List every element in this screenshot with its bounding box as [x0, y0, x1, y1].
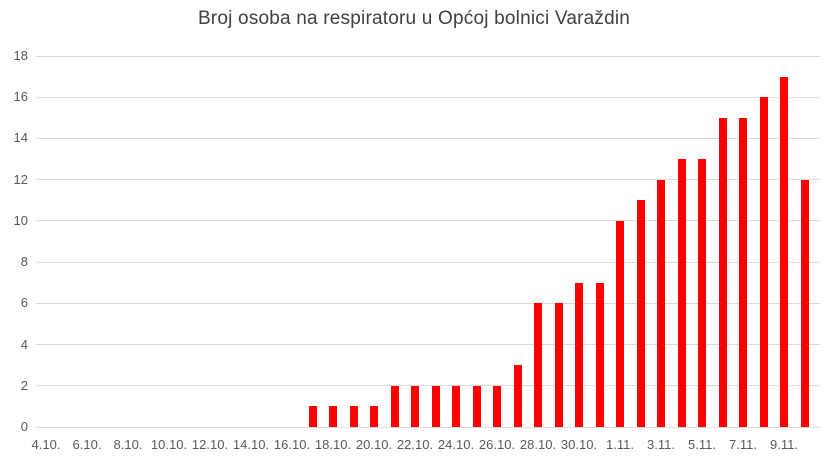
gridline-0 — [36, 426, 820, 428]
bar-19.10. — [349, 406, 358, 427]
x-tick-label-22.10.: 22.10. — [396, 437, 434, 452]
plot-area — [36, 55, 820, 428]
bar-20.10. — [370, 406, 378, 427]
x-tick-label-14.10.: 14.10. — [232, 437, 270, 452]
y-tick-label-10: 10 — [13, 212, 28, 228]
x-tick-label-16.10.: 16.10. — [273, 437, 311, 452]
gridline-8 — [36, 261, 820, 263]
x-tick-label-9.11.: 9.11. — [770, 437, 798, 452]
bar-27.10. — [513, 365, 522, 427]
bar-28.10. — [534, 303, 542, 427]
gridline-12 — [36, 179, 820, 181]
bar-10.11. — [800, 179, 809, 427]
x-tick-label-1.11.: 1.11. — [606, 437, 634, 452]
bar-24.10. — [452, 385, 460, 427]
gridline-10 — [36, 220, 820, 222]
y-tick-label-2: 2 — [20, 377, 28, 393]
bar-21.10. — [390, 385, 399, 427]
bar-8.11. — [759, 97, 768, 427]
x-tick-label-20.10.: 20.10. — [355, 437, 393, 452]
bar-5.11. — [698, 159, 706, 427]
x-tick-label-4.10.: 4.10. — [31, 437, 61, 452]
bar-23.10. — [431, 385, 440, 427]
bar-25.10. — [472, 385, 481, 427]
bar-31.10. — [595, 282, 604, 427]
y-tick-label-18: 18 — [13, 48, 28, 63]
bar-18.10. — [329, 406, 337, 427]
bar-3.11. — [657, 179, 665, 427]
x-tick-label-26.10.: 26.10. — [478, 437, 516, 452]
y-tick-label-6: 6 — [20, 295, 28, 311]
bar-9.11. — [780, 76, 788, 427]
bar-29.10. — [554, 303, 563, 427]
bar-4.11. — [677, 159, 686, 427]
gridline-2 — [36, 385, 820, 387]
bar-17.10. — [308, 406, 317, 427]
x-tick-label-5.11.: 5.11. — [688, 437, 716, 452]
x-tick-label-12.10.: 12.10. — [191, 437, 229, 452]
y-tick-label-0: 0 — [20, 419, 28, 434]
x-tick-label-8.10.: 8.10. — [113, 437, 143, 452]
bar-2.11. — [636, 200, 645, 427]
gridline-14 — [36, 137, 820, 139]
bar-1.11. — [616, 220, 624, 427]
x-tick-label-28.10.: 28.10. — [519, 437, 557, 452]
x-tick-label-30.10.: 30.10. — [560, 437, 598, 452]
bar-26.10. — [493, 385, 501, 427]
x-tick-label-10.10.: 10.10. — [150, 437, 188, 452]
y-tick-label-14: 14 — [13, 130, 28, 146]
bar-6.11. — [718, 117, 727, 427]
gridline-16 — [36, 96, 820, 98]
bar-22.10. — [411, 385, 419, 427]
y-tick-label-16: 16 — [13, 89, 28, 105]
gridline-18 — [36, 55, 820, 57]
gridline-6 — [36, 302, 820, 304]
y-tick-label-8: 8 — [20, 254, 28, 270]
chart-title: Broj osoba na respiratoru u Općoj bolnic… — [197, 8, 631, 29]
gridline-4 — [36, 344, 820, 346]
x-tick-label-24.10.: 24.10. — [437, 437, 475, 452]
bar-7.11. — [739, 117, 747, 427]
x-tick-label-6.10.: 6.10. — [72, 437, 102, 452]
x-tick-label-7.11.: 7.11. — [729, 437, 757, 452]
x-tick-label-18.10.: 18.10. — [314, 437, 352, 452]
bar-30.10. — [575, 282, 583, 427]
x-tick-label-3.11.: 3.11. — [647, 437, 675, 452]
y-tick-label-4: 4 — [20, 336, 28, 352]
y-tick-label-12: 12 — [13, 171, 28, 187]
